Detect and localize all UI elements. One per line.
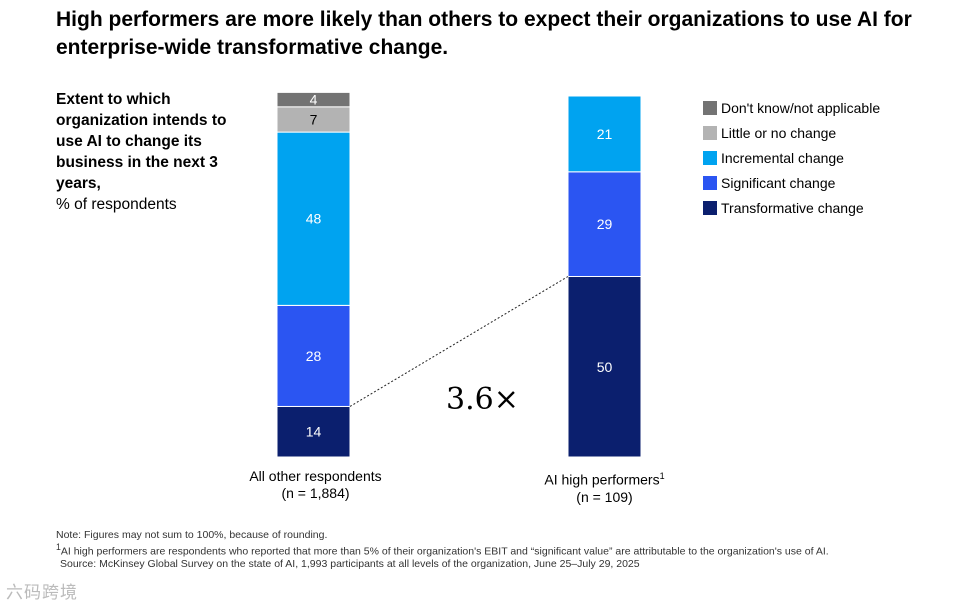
data-label: 4 [310,92,318,108]
legend-swatch [703,200,717,215]
legend: Don't know/not applicable Little or no ch… [703,95,880,220]
bar-segment-significant-change [567,171,642,277]
bar-segment-incremental-change [276,131,351,306]
legend-swatch [703,125,717,140]
data-label: 29 [597,216,613,232]
legend-swatch [703,100,717,115]
legend-item: Don't know/not applicable [703,95,880,120]
bar-segment-incremental-change [567,95,642,173]
data-label: 21 [597,126,613,142]
legend-item: Little or no change [703,120,880,145]
legend-label: Little or no change [721,124,837,141]
source-text: Source: McKinsey Global Survey on the st… [60,557,640,570]
bar-segment-don-t-know-not-applicable [276,91,351,108]
data-label: 7 [310,111,318,127]
bars-group: 14 28 48 7 4 50 29 21 [276,91,642,458]
y-axis-label: Extent to which organization intends to … [56,89,256,215]
bar-segment-little-or-no-change [276,106,351,133]
data-label: 28 [306,348,322,364]
footnote-mark: 1 [56,542,61,552]
legend-item: Transformative change [703,195,880,220]
data-label: 48 [306,211,322,227]
legend-swatch [703,150,717,165]
category-label-all-other: All other respondents (n = 1,884) [216,468,416,502]
bar-segment-transformative-change [276,405,351,458]
bar-segment-transformative-change [567,276,642,458]
legend-label: Significant change [721,174,836,191]
data-label: 50 [597,359,613,375]
category-label-high-performers: AI high performers1 (n = 109) [505,468,705,506]
legend-label: Transformative change [721,199,864,216]
bar-segment-significant-change [276,304,351,407]
footnote-text: AI high performers are respondents who r… [60,545,829,558]
multiplier-annotation: 3.6× [446,382,519,417]
category-name: All other respondents [249,468,382,484]
category-name-wrap: AI high performers1 [505,468,705,489]
watermark-logo: 六码跨境 [6,583,78,602]
category-name: AI high performers [544,471,660,488]
legend-item: Significant change [703,170,880,195]
y-axis-label-bold: Extent to which organization intends to … [56,91,227,192]
footnote: 1AI high performers are respondents who … [56,541,936,558]
note-text: Note: Figures may not sum to 100%, becau… [56,529,328,541]
notes: Note: Figures may not sum to 100%, becau… [56,529,936,570]
y-axis-label-unit: % of respondents [56,196,177,213]
chart-title: High performers are more likely than oth… [56,8,912,59]
category-sublabel: (n = 1,884) [281,485,350,501]
data-label: 14 [306,424,322,440]
category-sublabel: (n = 109) [576,488,633,505]
legend-swatch [703,175,717,190]
footnote-marker: 1 [659,471,665,481]
legend-item: Incremental change [703,145,880,170]
legend-label: Incremental change [721,149,844,166]
legend-label: Don't know/not applicable [721,99,881,116]
